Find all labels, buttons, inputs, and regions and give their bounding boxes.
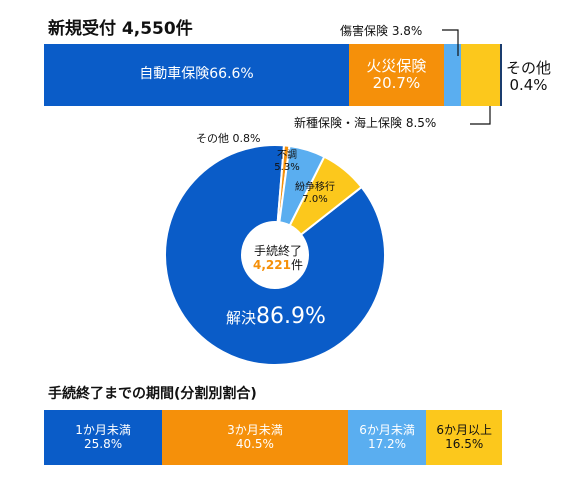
duration-segment-label: 3か月未満 <box>227 423 283 438</box>
donut-dispute-name: 紛争移行 <box>295 182 335 193</box>
donut-center-title: 手続終了 <box>253 244 302 258</box>
donut-dispute-label: 紛争移行 7.0% <box>292 182 338 205</box>
new-cases-bar: 自動車保険66.6% 火災保険 20.7% <box>44 44 502 106</box>
donut-hole <box>242 222 308 288</box>
new-cases-segment-2: 火災保険 20.7% <box>349 44 444 106</box>
duration-segment-3: 6か月未満 17.2% <box>347 410 427 465</box>
new-cases-segment-4 <box>461 44 501 106</box>
new-cases-segment-label: 火災保険 <box>366 57 427 76</box>
donut-center-count: 4,221件 <box>248 258 308 272</box>
other-top-name: その他 <box>506 59 552 77</box>
new-cases-segment-3 <box>443 44 462 106</box>
duration-segment-value: 16.5% <box>445 436 484 451</box>
duration-segment-value: 40.5% <box>235 436 274 451</box>
injury-callout-label: 傷害保険 3.8% <box>340 24 423 38</box>
donut-center-label: 手続終了 4,221件 <box>248 244 308 273</box>
duration-title: 手続終了までの期間(分割別割合) <box>48 386 257 402</box>
new-cases-segment-1: 自動車保険66.6% <box>44 44 350 106</box>
new-cases-segment-label: 自動車保険66.6% <box>139 66 254 83</box>
duration-segment-label: 6か月以上 <box>436 423 492 438</box>
donut-other-label: その他 0.8% <box>196 132 261 145</box>
duration-segment-value: 25.8% <box>84 436 123 451</box>
donut-failed-value: 5.3% <box>274 161 300 173</box>
new-cases-segment-5 <box>500 44 502 106</box>
donut-center-number: 4,221 <box>253 258 291 273</box>
duration-segment-2: 3か月未満 40.5% <box>162 410 348 465</box>
duration-segment-label: 6か月未満 <box>359 423 415 438</box>
injury-callout-line <box>442 29 459 56</box>
resolution-donut-chart <box>164 144 386 366</box>
donut-dispute-value: 7.0% <box>302 193 328 205</box>
donut-resolved-name: 解決 <box>226 309 257 327</box>
donut-failed-name: 不調 <box>277 150 297 161</box>
marine-callout-label: 新種保険・海上保険 8.5% <box>294 116 437 130</box>
new-cases-segment-value: 20.7% <box>372 74 421 92</box>
other-top-value: 0.4% <box>509 76 548 95</box>
marine-callout-line <box>470 106 491 125</box>
donut-resolved-label: 解決86.9% <box>226 304 326 329</box>
duration-bar: 1か月未満 25.8% 3か月未満 40.5% 6か月未満 17.2% 6か月以上 16.5% <box>44 410 502 465</box>
duration-segment-label: 1か月未満 <box>75 423 131 438</box>
donut-resolved-value: 86.9% <box>256 304 326 329</box>
other-top-label: その他 0.4% <box>506 59 552 95</box>
duration-segment-1: 1か月未満 25.8% <box>44 410 163 465</box>
donut-center-unit: 件 <box>290 258 303 273</box>
new-cases-title: 新規受付 4,550件 <box>48 19 193 39</box>
duration-segment-value: 17.2% <box>367 436 407 451</box>
duration-segment-4: 6か月以上 16.5% <box>426 410 502 465</box>
donut-failed-label: 不調 5.3% <box>272 150 302 173</box>
